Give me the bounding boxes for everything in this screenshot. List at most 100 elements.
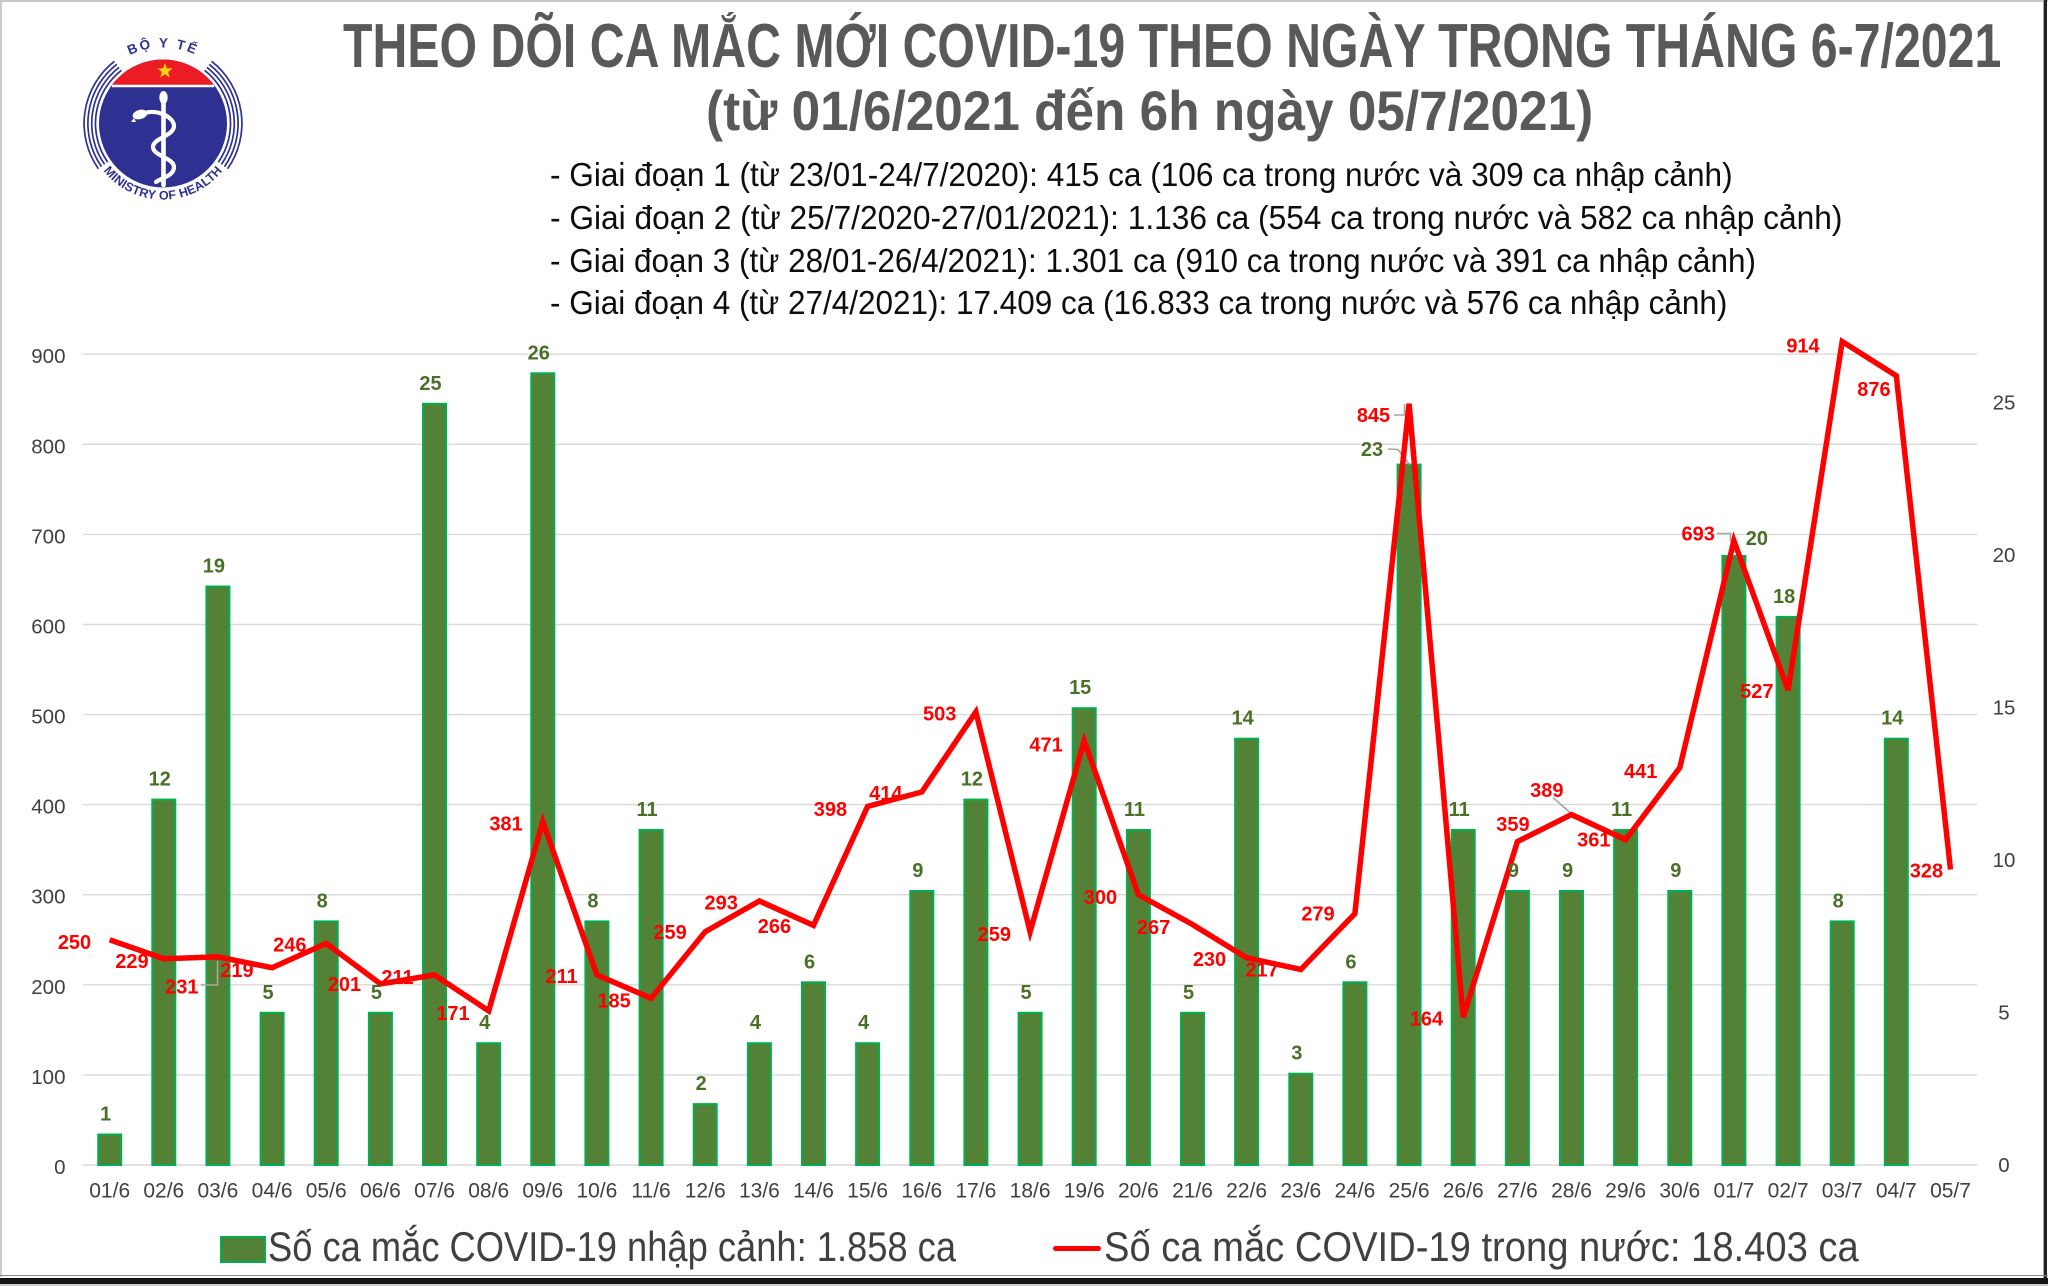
svg-text:211: 211: [381, 967, 413, 989]
svg-text:11: 11: [1611, 799, 1632, 821]
svg-text:9: 9: [1562, 860, 1573, 882]
svg-text:361: 361: [1577, 830, 1610, 852]
svg-text:24/6: 24/6: [1334, 1180, 1375, 1203]
svg-text:230: 230: [1193, 949, 1226, 971]
svg-text:23: 23: [1361, 439, 1383, 461]
svg-text:914: 914: [1786, 336, 1820, 358]
svg-text:185: 185: [597, 991, 630, 1013]
svg-text:10/6: 10/6: [576, 1180, 617, 1203]
svg-text:8: 8: [1833, 890, 1844, 912]
svg-text:231: 231: [165, 977, 198, 999]
svg-text:200: 200: [31, 976, 65, 999]
svg-text:12: 12: [961, 769, 983, 791]
svg-text:259: 259: [978, 924, 1011, 946]
svg-text:14/6: 14/6: [793, 1180, 834, 1203]
svg-text:11: 11: [1124, 799, 1145, 821]
svg-text:171: 171: [436, 1003, 469, 1025]
svg-text:279: 279: [1301, 904, 1334, 926]
svg-text:201: 201: [328, 974, 361, 996]
svg-text:09/6: 09/6: [522, 1180, 563, 1203]
svg-text:414: 414: [869, 783, 903, 805]
svg-text:26: 26: [528, 342, 550, 364]
svg-text:267: 267: [1137, 917, 1170, 939]
svg-text:BỘ Y TẾ: BỘ Y TẾ: [125, 35, 201, 57]
svg-text:13/6: 13/6: [739, 1180, 780, 1203]
svg-text:876: 876: [1857, 379, 1890, 401]
svg-text:700: 700: [31, 525, 65, 548]
svg-text:29/6: 29/6: [1605, 1180, 1646, 1203]
svg-text:27/6: 27/6: [1497, 1180, 1538, 1203]
svg-text:441: 441: [1624, 761, 1657, 783]
svg-text:246: 246: [273, 934, 306, 956]
svg-text:11: 11: [1449, 799, 1470, 821]
svg-text:04/7: 04/7: [1876, 1180, 1917, 1203]
svg-text:19: 19: [203, 556, 225, 578]
svg-text:20/6: 20/6: [1118, 1180, 1159, 1203]
svg-text:250: 250: [58, 932, 91, 954]
svg-text:600: 600: [31, 616, 65, 639]
svg-text:20: 20: [1993, 544, 2016, 567]
svg-text:22/6: 22/6: [1226, 1180, 1267, 1203]
svg-text:25: 25: [419, 373, 441, 395]
svg-text:845: 845: [1357, 405, 1390, 427]
svg-text:20: 20: [1746, 528, 1768, 550]
svg-text:293: 293: [705, 893, 738, 915]
svg-text:217: 217: [1245, 960, 1278, 982]
svg-text:18/6: 18/6: [1010, 1180, 1051, 1203]
svg-text:25/6: 25/6: [1389, 1180, 1430, 1203]
svg-text:01/6: 01/6: [89, 1180, 130, 1203]
svg-text:693: 693: [1682, 524, 1715, 546]
svg-text:8: 8: [587, 890, 598, 912]
svg-text:1: 1: [100, 1104, 111, 1126]
svg-text:389: 389: [1530, 780, 1563, 802]
svg-text:100: 100: [31, 1066, 65, 1089]
svg-text:2: 2: [696, 1073, 707, 1095]
svg-text:5: 5: [1183, 982, 1194, 1004]
svg-text:11/6: 11/6: [631, 1180, 670, 1203]
svg-text:11: 11: [637, 799, 658, 821]
svg-text:900: 900: [31, 345, 65, 368]
svg-text:400: 400: [31, 796, 65, 819]
svg-text:503: 503: [923, 704, 956, 726]
svg-text:4: 4: [858, 1012, 870, 1034]
svg-text:500: 500: [31, 706, 65, 729]
svg-text:9: 9: [912, 860, 923, 882]
svg-text:219: 219: [220, 960, 253, 982]
svg-text:359: 359: [1496, 814, 1529, 836]
svg-text:15: 15: [1069, 677, 1091, 699]
svg-text:21/6: 21/6: [1172, 1180, 1213, 1203]
svg-text:164: 164: [1410, 1009, 1444, 1031]
svg-text:05/6: 05/6: [306, 1180, 347, 1203]
svg-text:03/6: 03/6: [197, 1180, 238, 1203]
svg-text:12: 12: [149, 769, 171, 791]
svg-text:15/6: 15/6: [847, 1180, 888, 1203]
svg-text:211: 211: [545, 966, 577, 988]
svg-text:259: 259: [653, 922, 686, 944]
svg-text:300: 300: [1084, 887, 1117, 909]
svg-text:4: 4: [479, 1012, 491, 1034]
svg-text:06/6: 06/6: [360, 1180, 401, 1203]
svg-text:15: 15: [1993, 697, 2016, 720]
svg-text:5: 5: [371, 982, 382, 1004]
svg-text:3: 3: [1291, 1043, 1302, 1065]
svg-text:4: 4: [750, 1012, 762, 1034]
svg-text:14: 14: [1881, 708, 1904, 730]
svg-text:300: 300: [31, 886, 65, 909]
svg-text:01/7: 01/7: [1713, 1180, 1754, 1203]
svg-text:8: 8: [317, 890, 328, 912]
svg-text:07/6: 07/6: [414, 1180, 455, 1203]
svg-text:26/6: 26/6: [1443, 1180, 1484, 1203]
svg-text:328: 328: [1910, 860, 1943, 882]
svg-text:05/7: 05/7: [1930, 1180, 1971, 1203]
svg-text:12/6: 12/6: [685, 1180, 726, 1203]
svg-text:14: 14: [1231, 708, 1254, 730]
svg-text:381: 381: [489, 814, 522, 836]
svg-text:02/7: 02/7: [1768, 1180, 1809, 1203]
svg-text:800: 800: [31, 435, 65, 458]
svg-text:229: 229: [115, 951, 148, 973]
svg-text:19/6: 19/6: [1064, 1180, 1105, 1203]
svg-text:30/6: 30/6: [1659, 1180, 1700, 1203]
svg-text:23/6: 23/6: [1280, 1180, 1321, 1203]
svg-text:08/6: 08/6: [468, 1180, 509, 1203]
svg-text:0: 0: [1998, 1154, 2009, 1177]
